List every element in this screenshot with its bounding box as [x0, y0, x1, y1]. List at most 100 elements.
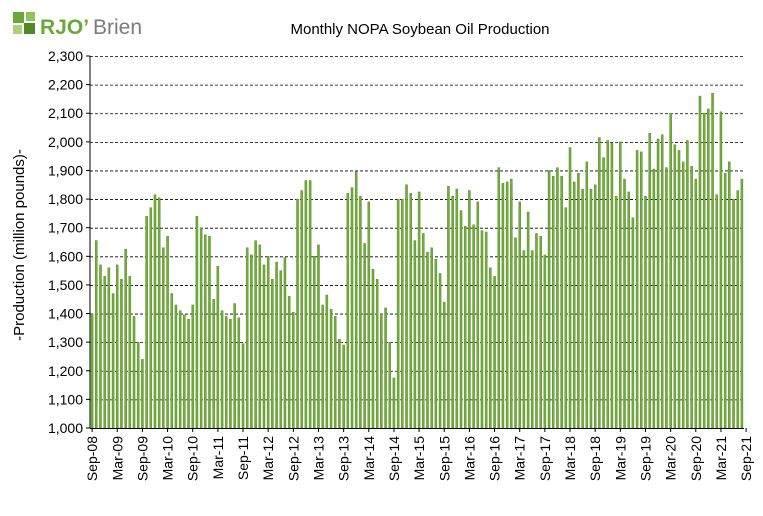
x-tick-label: Sep-17	[537, 436, 553, 481]
bar	[518, 201, 521, 429]
bar	[321, 304, 324, 429]
bar	[577, 173, 580, 429]
bar	[329, 309, 333, 429]
bar	[585, 161, 589, 429]
x-tick-label: Mar-13	[310, 436, 326, 481]
bar	[673, 144, 677, 429]
bar	[120, 279, 123, 429]
bar	[380, 313, 383, 429]
bar	[413, 240, 417, 429]
svg-text:RJO’: RJO’	[40, 16, 89, 39]
gridlines	[90, 56, 744, 401]
x-tick-label: Mar-17	[512, 436, 528, 481]
bar	[153, 194, 157, 429]
bar	[677, 150, 681, 429]
bar	[392, 377, 396, 429]
y-tick-label: 1,400	[48, 306, 83, 322]
x-tick-label: Mar-09	[109, 436, 125, 481]
y-tick-label: 1,000	[48, 420, 83, 436]
bar	[560, 175, 563, 429]
bar	[195, 216, 199, 429]
bar	[501, 183, 505, 429]
bar	[141, 359, 144, 429]
bar	[367, 201, 371, 429]
bar	[556, 167, 559, 429]
bar	[317, 244, 320, 429]
bar	[308, 180, 312, 429]
bar	[455, 188, 459, 429]
x-tick-label: Mar-18	[562, 436, 578, 481]
y-tick-label: 2,300	[48, 48, 83, 64]
bar	[279, 270, 283, 429]
bar	[124, 248, 127, 429]
logo-apostrophe: ’	[83, 16, 89, 39]
bar	[304, 180, 308, 429]
bar	[220, 310, 224, 429]
axes	[89, 56, 744, 429]
bar	[95, 240, 98, 429]
bar	[505, 181, 509, 429]
bar	[384, 307, 387, 429]
bar	[132, 316, 136, 429]
logo-mark-icon	[13, 12, 35, 34]
bar	[715, 194, 719, 429]
x-tick-label: Sep-20	[688, 436, 704, 481]
bar	[640, 151, 643, 429]
bar	[610, 143, 614, 429]
bar	[711, 92, 714, 429]
bar	[359, 196, 362, 429]
bar	[564, 207, 568, 429]
bar	[572, 181, 576, 429]
x-tick-label: Sep-15	[436, 436, 452, 481]
bar	[589, 188, 593, 429]
x-tick-label: Sep-11	[235, 436, 251, 480]
bar	[526, 211, 530, 429]
bar	[535, 233, 538, 429]
bar	[598, 137, 601, 429]
bar	[514, 237, 517, 429]
bar	[422, 233, 425, 429]
bar	[434, 258, 438, 429]
bar	[287, 296, 291, 429]
y-axis-label: -Production (million pounds)-	[11, 149, 28, 341]
bar	[405, 184, 408, 429]
bar	[736, 190, 739, 429]
y-tick-label: 2,000	[48, 134, 83, 150]
bar	[162, 247, 165, 429]
bar	[313, 256, 316, 429]
x-tick-label: Sep-21	[738, 436, 754, 481]
bar	[300, 190, 303, 429]
bar	[468, 190, 471, 429]
bar	[292, 311, 295, 429]
bar	[241, 343, 245, 429]
x-tick-label: Sep-12	[285, 436, 301, 481]
bar	[417, 191, 421, 429]
bar	[296, 198, 299, 429]
y-tick-label: 1,600	[48, 248, 83, 264]
bar	[627, 191, 630, 429]
bar	[728, 161, 731, 429]
bar	[212, 299, 215, 429]
y-tick-label: 2,100	[48, 105, 83, 121]
x-tick-label: Mar-15	[411, 436, 427, 481]
bar	[426, 251, 429, 429]
x-tick-label: Sep-08	[84, 436, 100, 481]
x-tick-label: Mar-12	[260, 436, 276, 481]
bar	[686, 140, 689, 429]
bar	[224, 316, 228, 429]
bar	[262, 264, 266, 429]
bar	[245, 247, 249, 429]
x-tick-label: Sep-19	[637, 436, 653, 481]
bar	[547, 170, 551, 429]
bar	[472, 224, 475, 429]
y-tick-label: 1,200	[48, 363, 83, 379]
rjo-brien-logo: RJO’ Brien	[13, 12, 142, 39]
bar	[237, 317, 241, 429]
logo-text-main: RJO	[40, 16, 83, 39]
bar	[346, 193, 350, 429]
x-tick-label: Sep-14	[386, 436, 402, 481]
y-tick-label: 1,700	[48, 220, 83, 236]
bar	[740, 178, 744, 429]
bar	[619, 141, 622, 429]
